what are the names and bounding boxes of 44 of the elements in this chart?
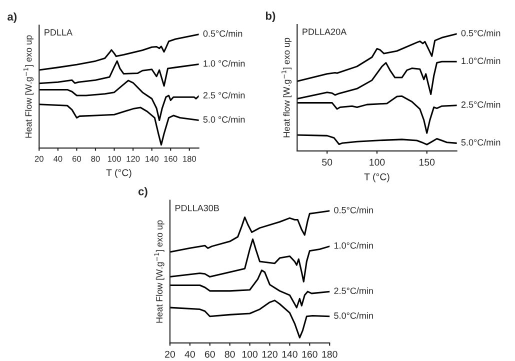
- x-axis-title: T (°C): [106, 168, 132, 178]
- x-tick-label: 60: [72, 156, 82, 162]
- series-label: 5.0°C/min: [334, 312, 373, 319]
- series-label: 0.5°C/min: [203, 30, 242, 37]
- y-axis-title: Heat Flow [W.g$^{−1}$] exo up: [24, 35, 34, 138]
- y-axis-title: Heat Flow [W.g$^{−1}$] exo up: [154, 220, 164, 323]
- x-tick-label: 100: [108, 156, 121, 162]
- x-tick-label: 150: [420, 158, 435, 166]
- x-tick-label: 20: [34, 156, 44, 162]
- series-label: 2.5°C/min: [461, 101, 500, 108]
- x-tick-label: 80: [224, 350, 235, 358]
- text: c): [138, 187, 148, 198]
- x-tick-label: 120: [262, 350, 278, 358]
- series-label: 1.0°C/min: [462, 57, 500, 64]
- text: b): [266, 12, 276, 22]
- x-tick-label: 160: [302, 350, 318, 358]
- x-tick-label: 120: [126, 156, 140, 162]
- series-label: 2.5°C/min: [334, 287, 373, 294]
- x-tick-label: 140: [282, 350, 298, 358]
- series-label: 5.0°C/min: [461, 138, 500, 146]
- x-tick-label: 20: [165, 350, 175, 358]
- x-axis-title: T (°C): [364, 173, 390, 182]
- x-tick-label: 180: [183, 156, 196, 162]
- x-tick-label: 60: [204, 350, 215, 358]
- x-tick-label: 40: [184, 350, 195, 358]
- y-axis-title: Heat flow [W.g$^{−1}$] exo up: [282, 38, 292, 138]
- x-tick-label: 100: [370, 158, 385, 166]
- x-tick-label: 180: [322, 350, 338, 358]
- series-label: 0.5°C/min: [461, 30, 500, 36]
- x-tick-label: 40: [53, 156, 62, 162]
- series-label: 0.5°C/min: [334, 206, 373, 214]
- chart-title: PDLLA20A: [302, 28, 347, 35]
- chart-title: PDLLA: [44, 29, 73, 36]
- series-label: 5.0 °C/min: [203, 116, 245, 123]
- x-tick-label: 80: [91, 156, 100, 162]
- text: a): [8, 12, 17, 23]
- chart-title: PDLLA30B: [175, 204, 219, 212]
- x-tick-label: 140: [146, 156, 158, 162]
- x-tick-label: 160: [164, 156, 178, 162]
- series-label: 2.5 °C/min: [203, 92, 245, 98]
- series-label: 1.0°C/min: [334, 242, 373, 249]
- x-tick-label: 100: [242, 350, 258, 358]
- series-label: 1.0 °C/min: [204, 60, 245, 67]
- x-tick-label: 50: [322, 158, 332, 166]
